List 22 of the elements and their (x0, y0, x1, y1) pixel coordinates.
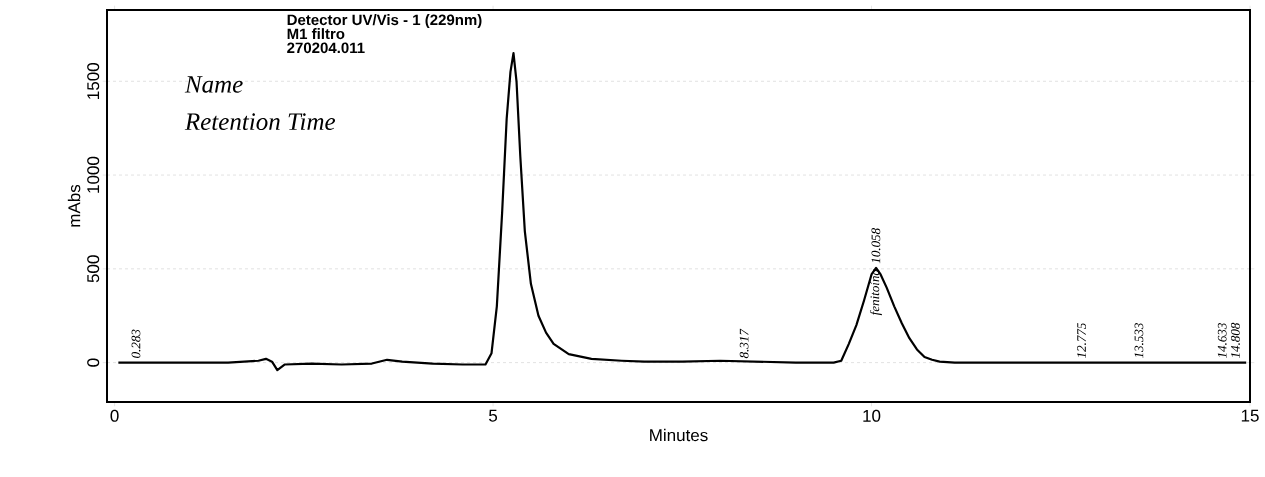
annotation: 14.808 (1231, 322, 1240, 358)
text: M1 filtro (287, 28, 345, 40)
x-axis-title: Minutes (650, 428, 708, 442)
x-tick-label: 15 (1241, 409, 1259, 422)
chart-title: Detector UV/Vis - 1 (229nm) (287, 14, 482, 29)
y-axis-title: mAbs (67, 184, 81, 227)
annotation: Retention Time (184, 113, 336, 131)
y-tick-label: 1000 (87, 156, 100, 193)
annotation: 12.775 (1077, 323, 1086, 358)
x-tick-label: 10 (863, 409, 881, 422)
y-tick-label: 1500 (87, 63, 100, 99)
annotation: 10.058 (871, 228, 881, 264)
y-tick-label: 0 (87, 358, 100, 367)
annotation: 14.633 (1217, 323, 1227, 358)
annotation: 8.317 (739, 328, 749, 359)
annotation: 0.283 (131, 329, 141, 358)
annotation: Name (184, 76, 243, 93)
y-tick-label: 500 (87, 255, 100, 283)
x-tick-label: 5 (489, 409, 498, 422)
x-tick-label: 0 (110, 409, 119, 422)
annotation: 270204.011 (287, 42, 365, 54)
annotation: 13.533 (1134, 323, 1144, 358)
